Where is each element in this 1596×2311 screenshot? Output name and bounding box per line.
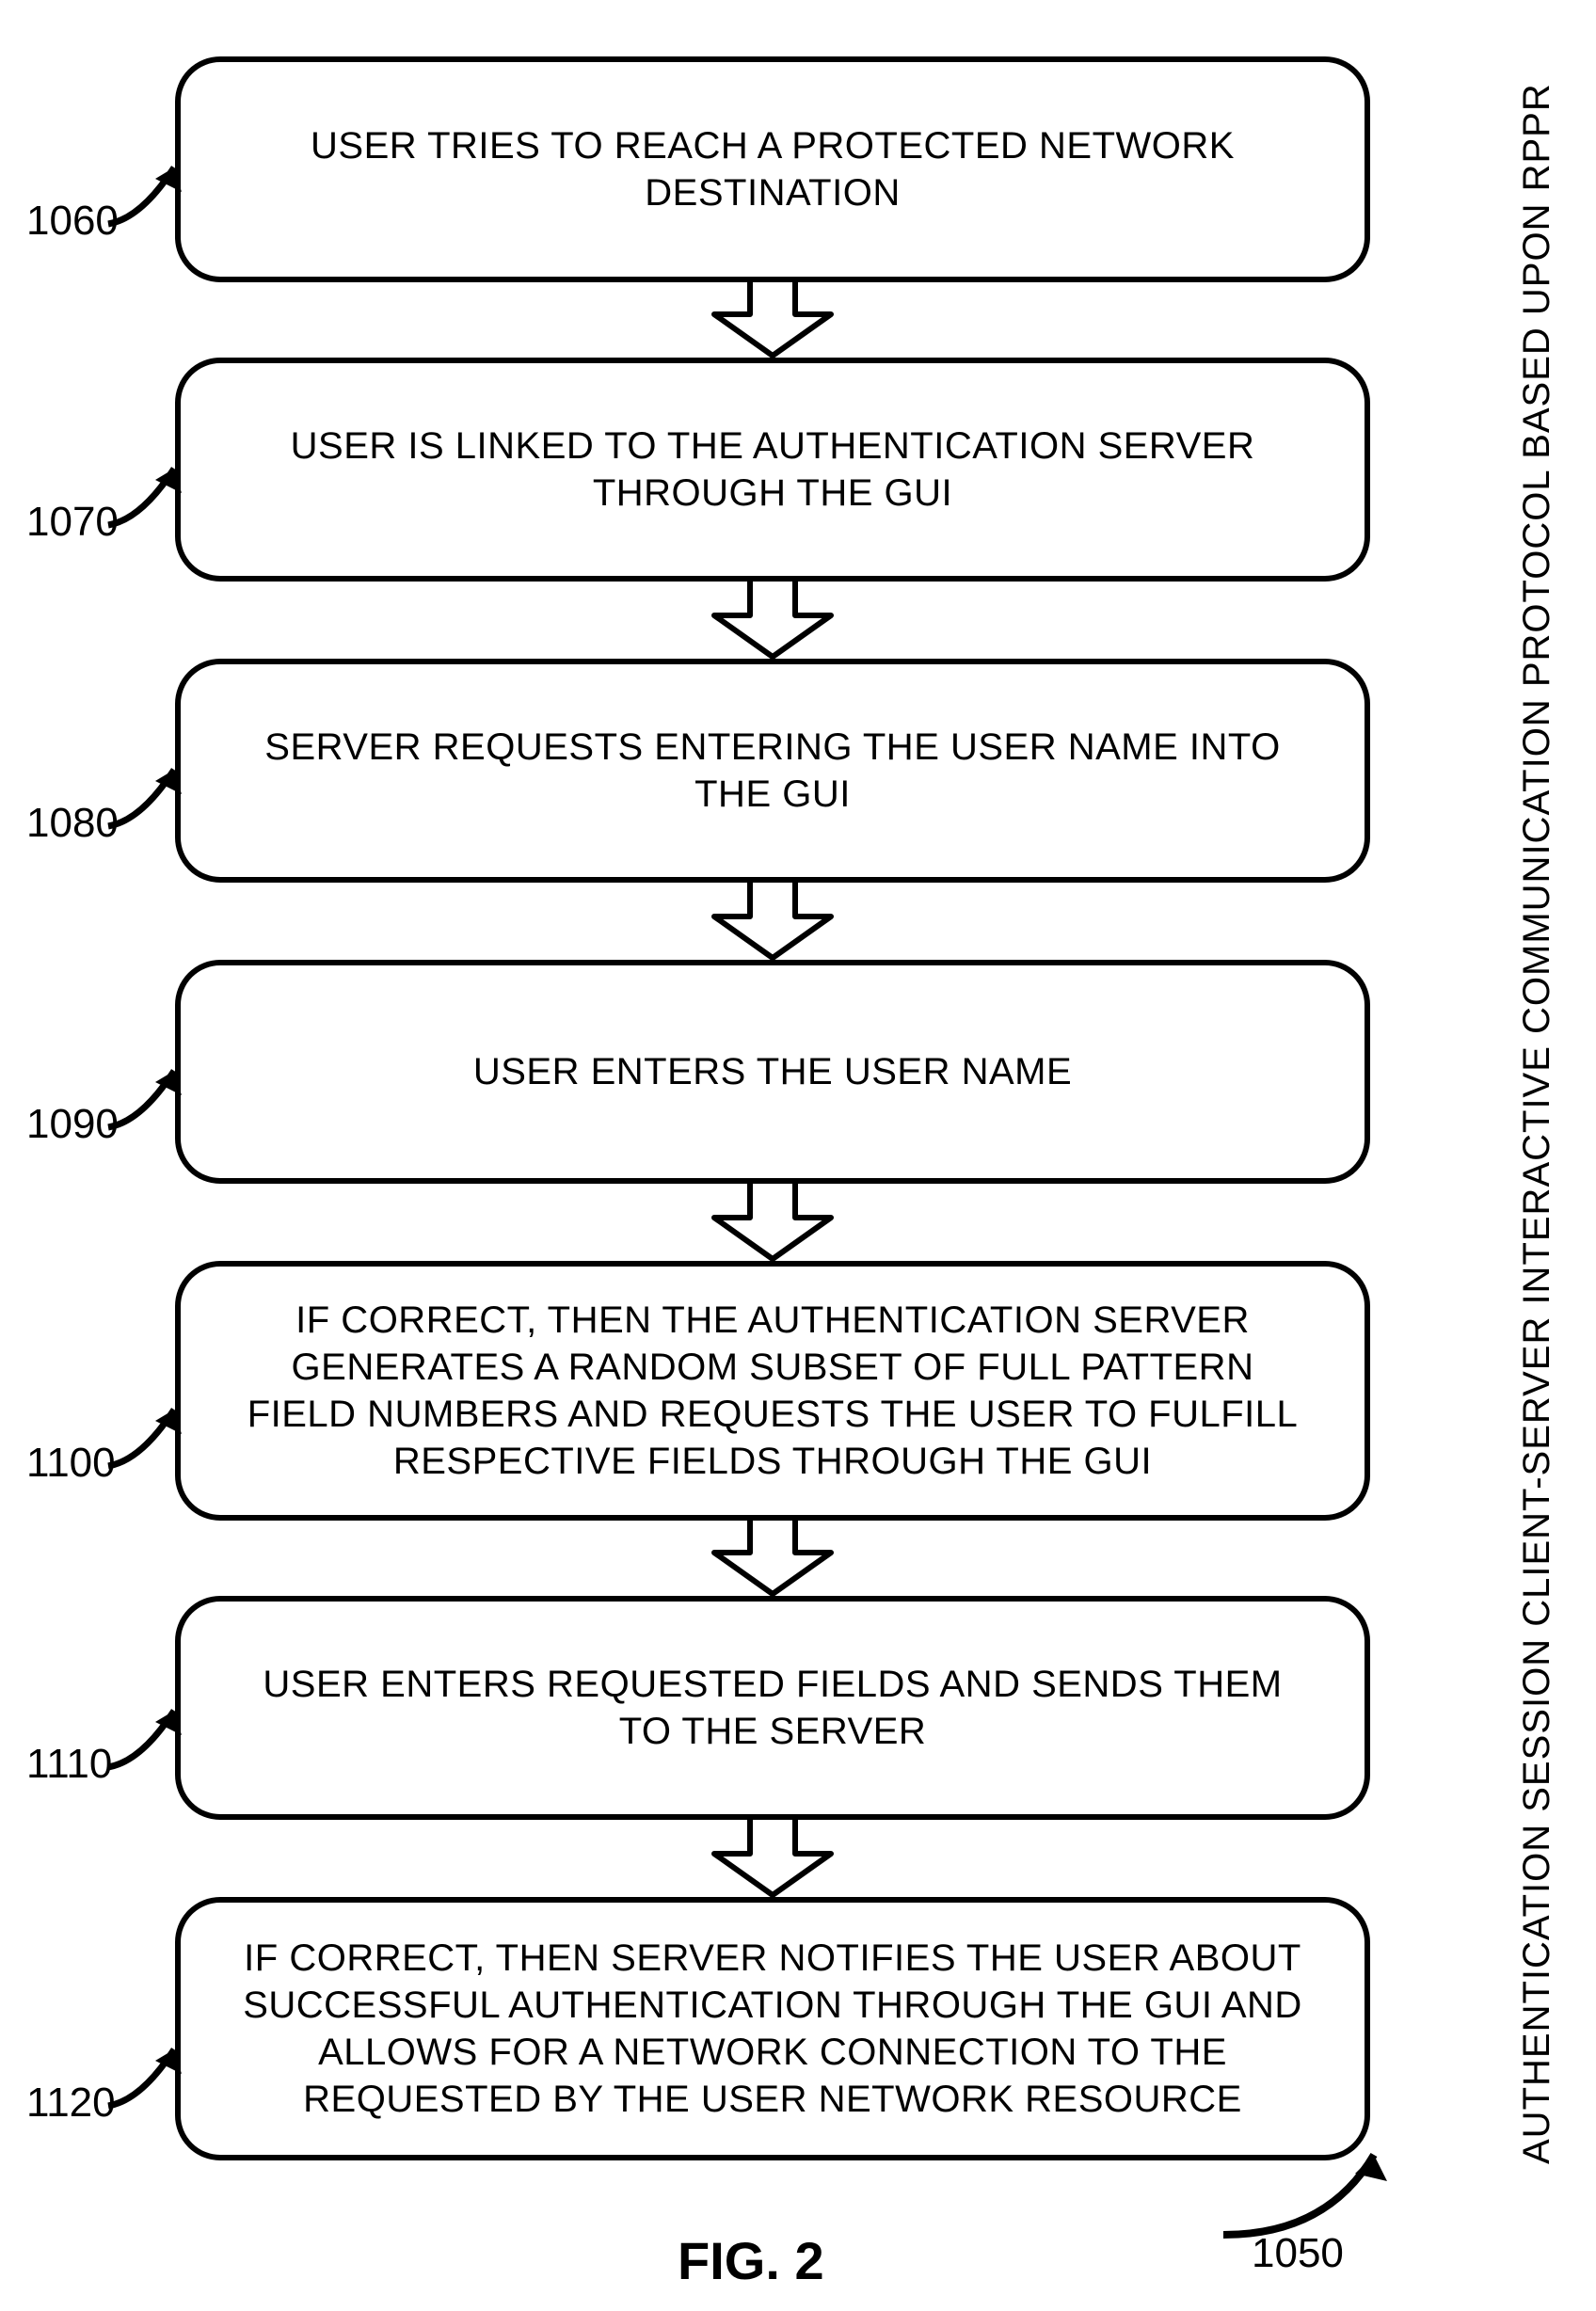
connector-arrow-2 xyxy=(697,883,848,960)
connector-arrow-3 xyxy=(697,1184,848,1261)
step-box-1090: USER ENTERS THE USER NAME xyxy=(175,960,1370,1184)
connector-arrow-0 xyxy=(697,282,848,358)
ref-pointer-1070 xyxy=(89,452,202,536)
step-text: USER TRIES TO REACH A PROTECTED NETWORK … xyxy=(237,122,1308,216)
ref-pointer-1120 xyxy=(89,2032,202,2117)
step-text: USER ENTERS REQUESTED FIELDS AND SENDS T… xyxy=(237,1661,1308,1755)
ref-pointer-1080 xyxy=(89,753,202,837)
step-text: USER IS LINKED TO THE AUTHENTICATION SER… xyxy=(237,422,1308,517)
step-box-1100: IF CORRECT, THEN THE AUTHENTICATION SERV… xyxy=(175,1261,1370,1521)
step-box-1080: SERVER REQUESTS ENTERING THE USER NAME I… xyxy=(175,659,1370,883)
step-text: IF CORRECT, THEN SERVER NOTIFIES THE USE… xyxy=(237,1935,1308,2123)
step-box-1070: USER IS LINKED TO THE AUTHENTICATION SER… xyxy=(175,358,1370,582)
connector-arrow-1 xyxy=(697,582,848,659)
ref-pointer-1090 xyxy=(89,1054,202,1139)
step-text: SERVER REQUESTS ENTERING THE USER NAME I… xyxy=(237,724,1308,818)
ref-pointer-1100 xyxy=(89,1393,202,1477)
figure-label: FIG. 2 xyxy=(678,2230,824,2291)
figure-page: AUTHENTICATION SESSION CLIENT-SERVER INT… xyxy=(0,0,1596,2311)
step-box-1110: USER ENTERS REQUESTED FIELDS AND SENDS T… xyxy=(175,1596,1370,1820)
ref-pointer-1110 xyxy=(89,1694,202,1778)
step-box-1120: IF CORRECT, THEN SERVER NOTIFIES THE USE… xyxy=(175,1897,1370,2160)
ref-1050: 1050 xyxy=(1252,2230,1344,2277)
step-text: USER ENTERS THE USER NAME xyxy=(473,1048,1072,1095)
step-box-1060: USER TRIES TO REACH A PROTECTED NETWORK … xyxy=(175,56,1370,282)
connector-arrow-4 xyxy=(697,1521,848,1596)
side-caption: AUTHENTICATION SESSION CLIENT-SERVER INT… xyxy=(1516,56,1558,2164)
ref-pointer-1060 xyxy=(89,151,202,235)
connector-arrow-5 xyxy=(697,1820,848,1897)
step-text: IF CORRECT, THEN THE AUTHENTICATION SERV… xyxy=(237,1297,1308,1485)
